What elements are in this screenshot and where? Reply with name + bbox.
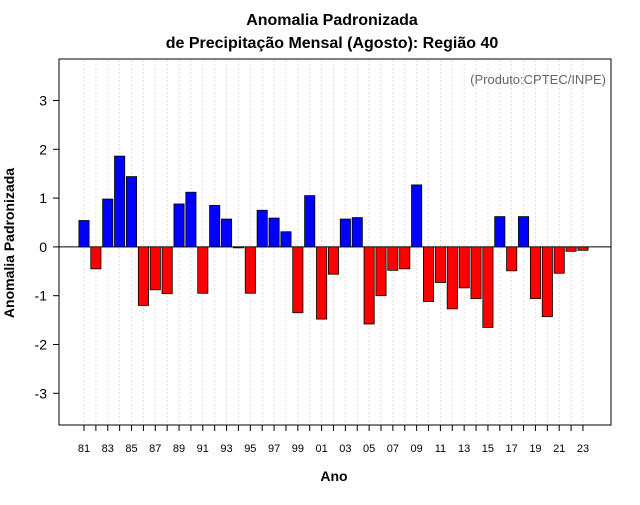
x-tick-label: 89 <box>173 443 185 455</box>
bar-1995 <box>244 246 256 294</box>
bar-1997 <box>268 217 280 248</box>
bar-1984 <box>114 155 126 248</box>
bar-2010 <box>423 246 435 302</box>
bar-1987 <box>149 246 161 291</box>
bar-2022 <box>565 246 577 252</box>
bar-2005 <box>363 246 375 325</box>
bar-2023 <box>577 246 589 251</box>
bar-1994 <box>232 246 244 249</box>
bar-2021 <box>553 246 565 274</box>
bar-2006 <box>375 246 387 297</box>
x-tick-label: 09 <box>411 443 423 455</box>
bar-2003 <box>339 218 351 248</box>
bar-2020 <box>541 246 553 318</box>
y-axis-label: Anomalia Padronizada <box>1 168 17 318</box>
bar-2012 <box>446 246 458 310</box>
y-axis: 3 2 1 0 -1 -2 -3 <box>35 92 59 401</box>
bar-2019 <box>529 246 541 300</box>
bar-2014 <box>470 246 482 300</box>
y-tick-label: -1 <box>35 288 48 304</box>
x-tick-label: 01 <box>315 443 327 455</box>
bar-2013 <box>458 246 470 289</box>
y-tick-label: 1 <box>39 190 47 206</box>
bar-1999 <box>292 246 304 314</box>
x-tick-label: 03 <box>339 443 351 455</box>
x-tick-label: 19 <box>529 443 541 455</box>
bars-group <box>78 155 589 328</box>
x-tick-label: 05 <box>363 443 375 455</box>
x-tick-label: 21 <box>553 443 565 455</box>
bar-1983 <box>102 198 114 248</box>
bar-2007 <box>387 246 399 271</box>
x-tick-label: 93 <box>220 443 232 455</box>
x-tick-label: 95 <box>244 443 256 455</box>
x-tick-label: 91 <box>197 443 209 455</box>
bar-1986 <box>137 246 149 306</box>
x-tick-label: 11 <box>435 443 446 455</box>
bar-2009 <box>411 184 423 248</box>
bar-2001 <box>316 246 328 320</box>
y-tick-label: -2 <box>35 336 48 352</box>
bar-1985 <box>126 176 138 248</box>
bar-2008 <box>399 246 411 270</box>
bar-1991 <box>197 246 209 294</box>
product-credit: (Produto:CPTEC/INPE) <box>470 72 606 87</box>
x-axis-label: Ano <box>320 468 347 484</box>
bar-1982 <box>90 246 102 270</box>
x-tick-label: 85 <box>125 443 137 455</box>
vertical-gridlines <box>83 60 584 424</box>
bar-2016 <box>494 216 506 248</box>
x-tick-label: 81 <box>78 443 90 455</box>
bar-1992 <box>209 204 221 248</box>
x-tick-label: 23 <box>577 443 589 455</box>
y-tick-label: 2 <box>39 141 47 157</box>
y-tick-label: 0 <box>39 239 47 255</box>
bar-2017 <box>506 246 518 272</box>
y-tick-label: 3 <box>39 92 47 108</box>
bar-1988 <box>161 246 173 295</box>
chart-subtitle: de Precipitação Mensal (Agosto): Região … <box>166 35 499 52</box>
bar-1989 <box>173 203 185 248</box>
x-tick-label: 17 <box>506 443 518 455</box>
x-tick-label: 99 <box>292 443 304 455</box>
plot-frame <box>58 58 612 426</box>
x-tick-label: 87 <box>149 443 161 455</box>
bar-2011 <box>434 246 446 283</box>
bar-1996 <box>256 209 268 248</box>
bar-2000 <box>304 195 316 248</box>
bar-2018 <box>518 216 530 248</box>
x-tick-label: 07 <box>387 443 399 455</box>
x-axis: 81 83 85 87 89 91 93 95 97 99 01 03 05 07 09 11 13 15 17 19… <box>78 425 589 455</box>
chart-title: Anomalia Padronizada <box>246 12 418 29</box>
bar-2015 <box>482 246 494 328</box>
x-tick-label: 15 <box>482 443 494 455</box>
bar-1993 <box>221 218 233 248</box>
bar-2002 <box>327 246 339 275</box>
x-tick-label: 83 <box>102 443 114 455</box>
bar-1990 <box>185 191 197 248</box>
x-tick-label: 97 <box>268 443 280 455</box>
bar-2004 <box>351 217 363 248</box>
bar-1998 <box>280 231 292 248</box>
y-tick-label: -3 <box>35 385 48 401</box>
bar-1981 <box>78 220 90 248</box>
x-tick-label: 13 <box>458 443 470 455</box>
